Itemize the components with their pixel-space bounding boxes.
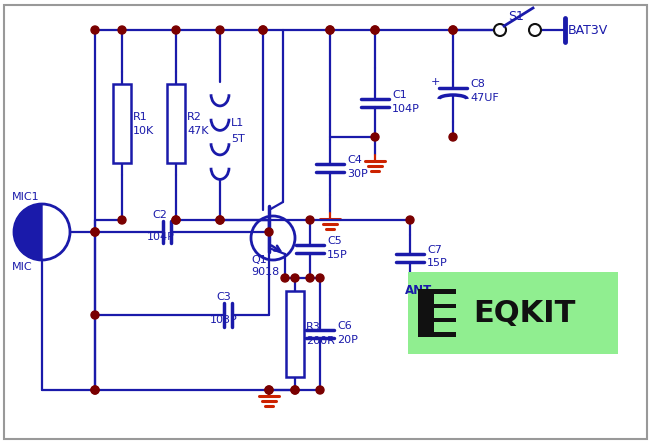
Text: S1: S1 (508, 9, 524, 23)
Circle shape (291, 386, 299, 394)
Text: 20P: 20P (337, 335, 358, 345)
Bar (286, 291, 304, 377)
Circle shape (316, 274, 324, 282)
Circle shape (172, 216, 180, 224)
Bar (113, 84, 131, 163)
Circle shape (216, 26, 224, 34)
Circle shape (449, 26, 457, 34)
Text: 9018: 9018 (251, 267, 279, 277)
Text: MIC: MIC (12, 262, 33, 272)
Text: C6: C6 (337, 321, 351, 331)
Circle shape (449, 26, 457, 34)
Circle shape (265, 386, 273, 394)
Bar (167, 84, 185, 163)
Circle shape (406, 216, 414, 224)
Circle shape (326, 26, 334, 34)
Circle shape (306, 216, 314, 224)
Text: ANT: ANT (405, 284, 432, 296)
Text: R2: R2 (187, 112, 202, 121)
Circle shape (326, 26, 334, 34)
Circle shape (316, 386, 324, 394)
Circle shape (91, 386, 99, 394)
Text: 10K: 10K (133, 125, 155, 136)
Circle shape (91, 311, 99, 319)
Circle shape (91, 228, 99, 236)
Text: 30P: 30P (347, 168, 368, 179)
Circle shape (494, 24, 506, 36)
Text: MIC1: MIC1 (12, 192, 40, 202)
Circle shape (118, 26, 126, 34)
Circle shape (259, 26, 267, 34)
Text: 47UF: 47UF (470, 93, 499, 103)
Circle shape (291, 274, 299, 282)
Text: 5T: 5T (231, 134, 244, 144)
Text: C8: C8 (470, 79, 485, 89)
Text: C7: C7 (427, 245, 442, 254)
Text: C1: C1 (392, 90, 407, 100)
Bar (408, 272, 618, 354)
Circle shape (306, 274, 314, 282)
Text: EQKIT: EQKIT (473, 299, 575, 327)
Circle shape (172, 216, 180, 224)
Text: L1: L1 (231, 118, 244, 128)
Bar (434, 322, 456, 332)
Text: R1: R1 (133, 112, 148, 121)
Text: C5: C5 (327, 236, 342, 246)
Circle shape (529, 24, 541, 36)
Bar (418, 289, 456, 337)
Text: 104P: 104P (147, 232, 175, 242)
Text: BAT3V: BAT3V (568, 23, 608, 36)
Text: 15P: 15P (427, 259, 448, 268)
Circle shape (265, 386, 273, 394)
Circle shape (371, 133, 379, 141)
Text: 104P: 104P (392, 104, 420, 114)
Circle shape (216, 216, 224, 224)
Circle shape (91, 386, 99, 394)
Circle shape (118, 216, 126, 224)
Text: R3: R3 (306, 322, 321, 332)
Text: C2: C2 (152, 210, 167, 220)
Circle shape (216, 216, 224, 224)
Circle shape (449, 133, 457, 141)
Circle shape (371, 26, 379, 34)
Text: 15P: 15P (327, 250, 348, 260)
Circle shape (291, 386, 299, 394)
Bar (434, 294, 456, 304)
Text: +: + (431, 77, 440, 87)
Circle shape (91, 26, 99, 34)
Circle shape (281, 274, 289, 282)
Bar (434, 308, 456, 318)
Text: 47K: 47K (187, 125, 209, 136)
Circle shape (91, 228, 99, 236)
Circle shape (172, 26, 180, 34)
Text: C4: C4 (347, 155, 362, 164)
Text: C3: C3 (216, 292, 231, 302)
Circle shape (259, 26, 267, 34)
Text: 103P: 103P (210, 315, 238, 325)
Circle shape (371, 26, 379, 34)
Wedge shape (14, 204, 42, 260)
Text: Q1: Q1 (251, 255, 267, 265)
Text: 200R: 200R (306, 336, 335, 346)
Circle shape (265, 228, 273, 236)
